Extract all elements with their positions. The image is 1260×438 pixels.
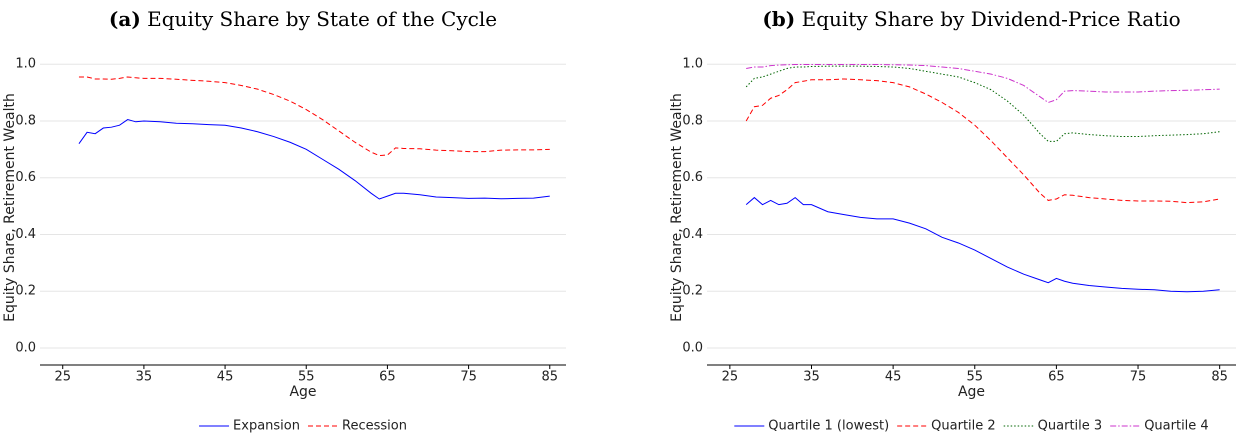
- series-line: [745, 78, 1220, 204]
- legend-label: Quartile 2: [931, 419, 996, 434]
- x-tick-label: 35: [803, 370, 820, 385]
- x-tick-label: 55: [298, 370, 315, 385]
- y-axis-label: Equity Share, Retirement Wealth: [669, 93, 685, 322]
- legend-label: Recession: [342, 419, 407, 434]
- x-tick-label: 85: [1211, 370, 1228, 385]
- x-tick-label: 45: [885, 370, 902, 385]
- title-text: Equity Share by Dividend-Price Ratio: [802, 7, 1181, 31]
- x-tick-label: 75: [1130, 370, 1147, 385]
- y-axis-label: Equity Share, Retirement Wealth: [2, 93, 18, 322]
- x-tick-label: 65: [1048, 370, 1065, 385]
- y-tick-label: 1.0: [15, 57, 36, 72]
- chart-title: (a) Equity Share by State of the Cycle: [109, 7, 497, 31]
- y-tick-label: 0.0: [15, 340, 36, 355]
- y-tick-label: 0.8: [15, 113, 36, 128]
- y-tick-label: 0.6: [682, 170, 703, 185]
- x-tick-label: 75: [460, 370, 477, 385]
- y-tick-label: 0.4: [15, 227, 36, 242]
- x-tick-label: 85: [541, 370, 558, 385]
- legend-label: Expansion: [233, 419, 300, 434]
- y-tick-label: 0.0: [682, 340, 703, 355]
- series-line: [746, 63, 1220, 104]
- x-axis-label: Age: [289, 384, 316, 400]
- y-tick-label: 0.2: [15, 284, 36, 299]
- y-tick-label: 0.2: [682, 284, 703, 299]
- legend-label: Quartile 1 (lowest): [768, 419, 889, 434]
- y-tick-label: 0.4: [682, 227, 703, 242]
- series-line: [745, 196, 1220, 293]
- series-line: [745, 65, 1220, 142]
- title-text: Equity Share by State of the Cycle: [147, 7, 497, 31]
- legend-label: Quartile 4: [1144, 419, 1209, 434]
- x-tick-label: 25: [54, 370, 71, 385]
- x-tick-label: 35: [136, 370, 153, 385]
- legend-label: Quartile 3: [1038, 419, 1103, 434]
- y-tick-label: 0.8: [682, 113, 703, 128]
- y-tick-label: 0.6: [15, 170, 36, 185]
- series-line: [78, 76, 550, 157]
- chart-title: (b) Equity Share by Dividend-Price Ratio: [762, 7, 1180, 31]
- x-axis-label: Age: [958, 384, 985, 400]
- x-tick-label: 65: [379, 370, 396, 385]
- series-line: [78, 118, 550, 200]
- x-tick-label: 55: [966, 370, 983, 385]
- panel-label: (b): [762, 7, 795, 31]
- y-tick-label: 1.0: [682, 57, 703, 72]
- legend: Expansion Recession: [199, 419, 407, 434]
- x-tick-label: 45: [217, 370, 234, 385]
- panel-label: (a): [109, 7, 141, 31]
- legend: Quartile 1 (lowest) Quartile 2 Quartile 3 Q…: [734, 419, 1209, 434]
- x-tick-label: 25: [722, 370, 739, 385]
